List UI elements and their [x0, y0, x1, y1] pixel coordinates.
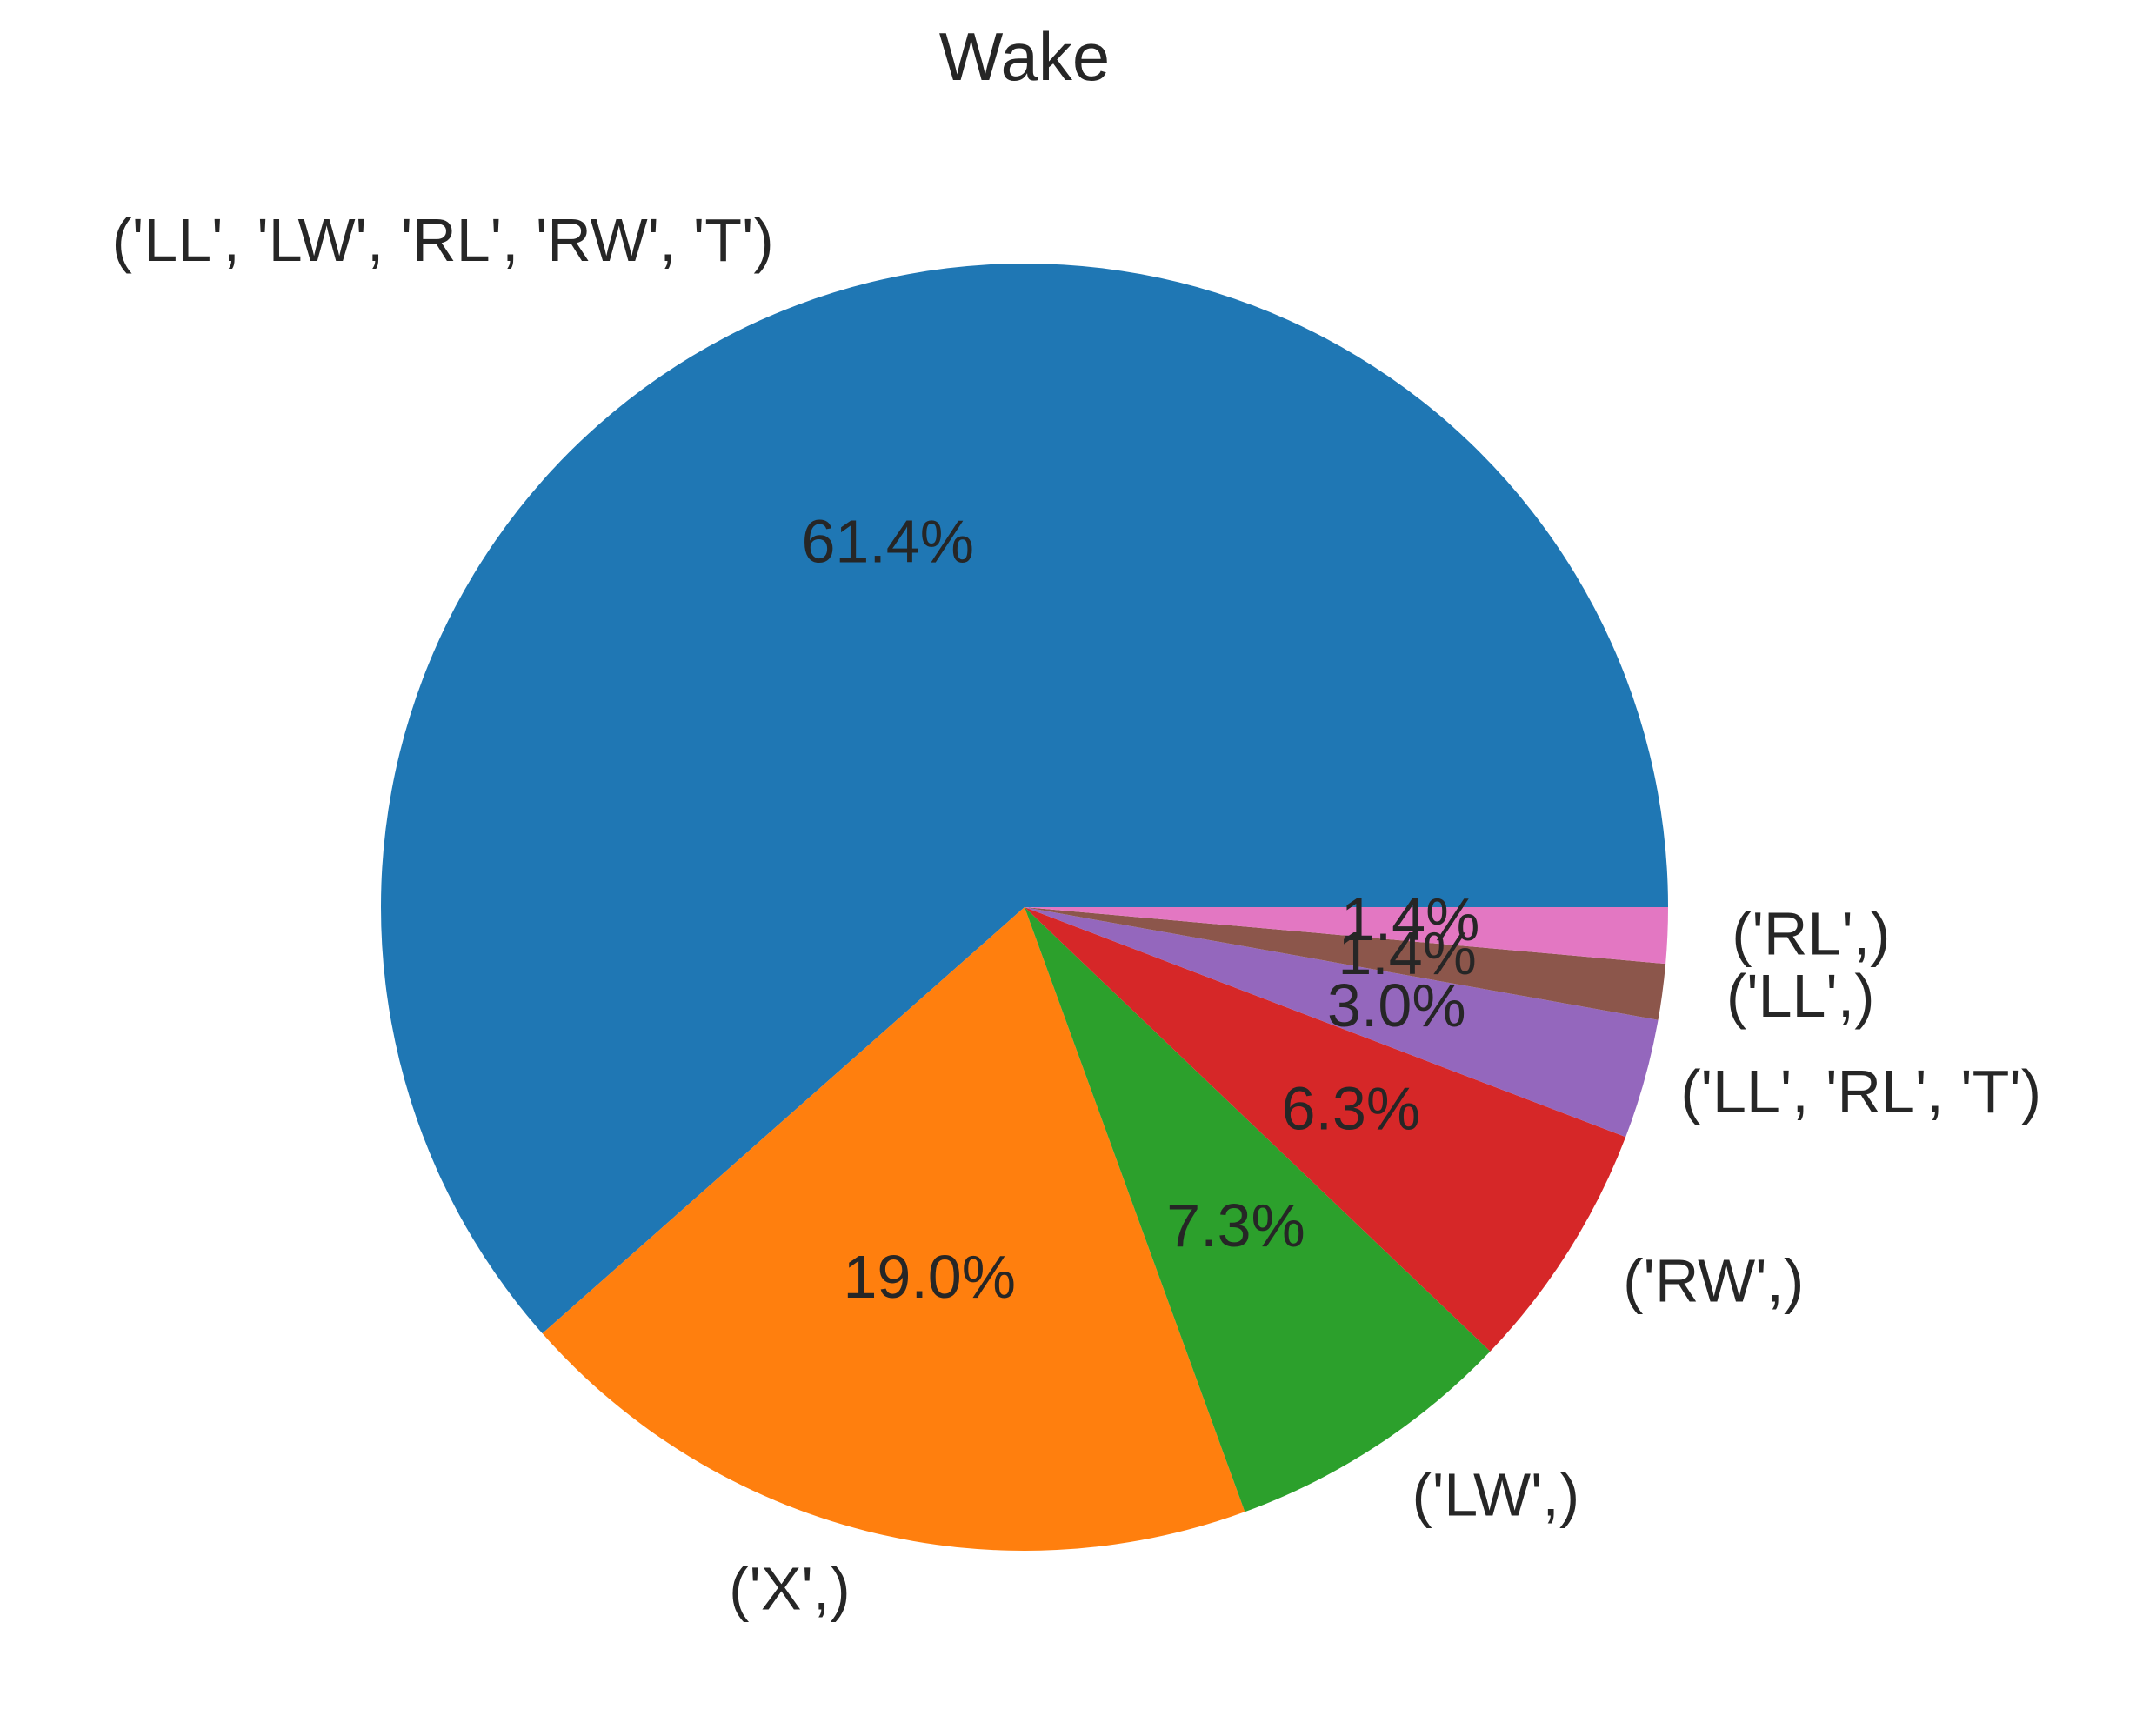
- percent-label: 1.4%: [1338, 919, 1477, 987]
- slice-label: ('X',): [729, 1554, 851, 1622]
- percent-label: 7.3%: [1166, 1192, 1305, 1259]
- percent-labels: 61.4%19.0%7.3%6.3%3.0%1.4%1.4%: [802, 507, 1480, 1311]
- pie-slice: [381, 264, 1668, 1334]
- pie-slice: [1025, 907, 1491, 1512]
- percent-label: 3.0%: [1327, 971, 1466, 1039]
- pie-slice: [1025, 907, 1626, 1352]
- slice-label: ('LL',): [1726, 962, 1875, 1030]
- pie-slice: [1025, 907, 1666, 1020]
- slice-label: ('LW',): [1412, 1461, 1580, 1529]
- chart-title: Wake: [939, 18, 1111, 95]
- percent-label: 61.4%: [802, 507, 974, 575]
- pie-slice: [1025, 907, 1668, 965]
- percent-label: 6.3%: [1282, 1075, 1421, 1143]
- slice-label: ('RL',): [1732, 899, 1890, 967]
- pie-slices: [381, 264, 1668, 1552]
- slice-label: ('LL', 'RL', 'T'): [1680, 1058, 2041, 1125]
- slice-label: ('RW',): [1623, 1246, 1804, 1314]
- percent-label: 19.0%: [843, 1243, 1015, 1311]
- pie-slice: [1025, 907, 1659, 1138]
- slice-labels: ('LL', 'LW', 'RL', 'RW', 'T') ('X',) ('LW'…: [112, 206, 2041, 1622]
- percent-label: 1.4%: [1341, 885, 1480, 953]
- pie-slice: [542, 907, 1245, 1552]
- slice-label: ('LL', 'LW', 'RL', 'RW', 'T'): [112, 206, 774, 274]
